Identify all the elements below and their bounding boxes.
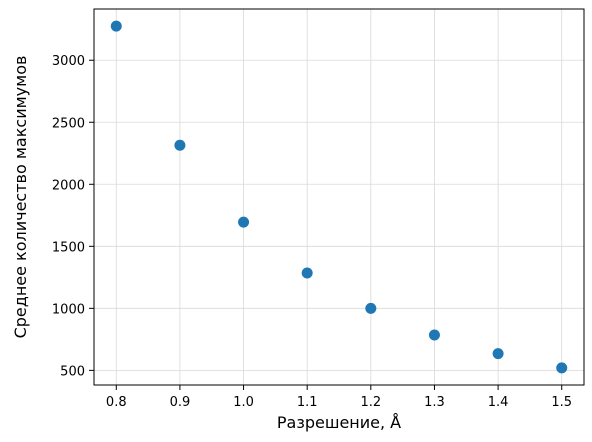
data-points — [110, 20, 568, 374]
data-point — [428, 329, 440, 341]
data-point — [556, 362, 568, 374]
x-tick-label: 1.4 — [488, 395, 509, 410]
data-point — [365, 302, 377, 314]
data-point — [492, 348, 504, 360]
plot-area-frame — [93, 8, 585, 386]
y-tick-label: 1500 — [52, 240, 85, 255]
x-axis-label: Разрешение, Å — [277, 413, 401, 432]
x-tick-label: 1.2 — [360, 395, 381, 410]
x-tick-label: 1.3 — [424, 395, 445, 410]
data-point — [238, 216, 250, 228]
y-tick-label: 2000 — [52, 178, 85, 193]
data-point — [174, 139, 186, 151]
x-tick-label: 0.8 — [106, 395, 127, 410]
y-tick-label: 3000 — [52, 54, 85, 69]
data-point — [301, 267, 313, 279]
data-point — [110, 20, 122, 32]
y-tick-label: 1000 — [52, 302, 85, 317]
x-tick-label: 0.9 — [170, 395, 191, 410]
y-tick-label: 2500 — [52, 116, 85, 131]
y-axis-label: Среднее количество максимумов — [11, 56, 30, 339]
grid — [94, 9, 584, 385]
x-tick-label: 1.0 — [233, 395, 254, 410]
x-tick-label: 1.1 — [297, 395, 318, 410]
y-tick-label: 500 — [60, 364, 85, 379]
axis-ticks: 0.8 0.9 1.0 1.1 1.2 1.3 1.4 1.5 500 1000 1500 2000 2… — [52, 54, 572, 410]
x-tick-label: 1.5 — [551, 395, 572, 410]
